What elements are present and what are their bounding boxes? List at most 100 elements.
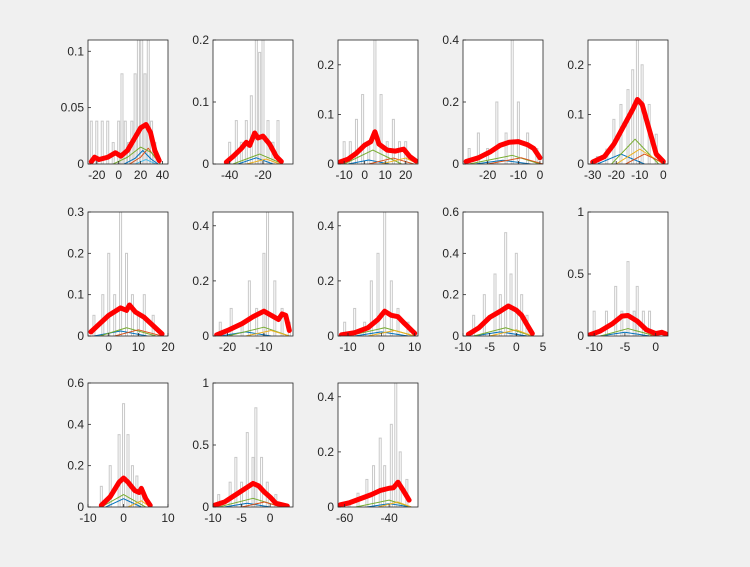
x-tick-label: 10 (132, 340, 146, 354)
histogram-bar (631, 69, 635, 164)
y-tick-label: 0.2 (317, 58, 334, 72)
histogram-bar (122, 403, 126, 507)
histogram-bar (504, 232, 508, 336)
y-tick-label: 0 (202, 157, 209, 171)
y-tick-label: 1 (577, 205, 584, 219)
y-tick-label: 0.4 (442, 246, 459, 260)
y-tick-label: 0.2 (67, 459, 84, 473)
histogram-bar (389, 280, 393, 336)
histogram-bar (239, 141, 243, 164)
histogram-bar (383, 212, 387, 336)
histogram-bar (620, 310, 624, 336)
axes-background (213, 40, 293, 164)
x-tick-label: 0 (361, 168, 368, 182)
axes-background (463, 212, 543, 336)
subplot-8: -10 0 10 0 0.2 0.4 (317, 211, 422, 354)
histogram-bar (648, 310, 652, 336)
x-tick-label: -20 (479, 168, 497, 182)
density-curve (223, 130, 284, 164)
histogram-bar (495, 101, 499, 164)
histogram-bar (262, 252, 266, 336)
x-tick-label: 0 (537, 168, 544, 182)
component-curve (343, 149, 402, 164)
y-tick-label: 0.2 (317, 274, 334, 288)
component-curve (368, 157, 415, 164)
histogram-bar (626, 261, 630, 336)
histogram-bar (280, 307, 284, 336)
y-tick-label: 0.2 (442, 288, 459, 302)
component-curve (377, 501, 412, 507)
x-tick-label: 0 (120, 511, 127, 525)
x-tick-label: 0 (660, 168, 667, 182)
y-tick-label: 0.4 (442, 33, 459, 47)
density-curve (588, 313, 668, 336)
axes-frame (462, 211, 544, 337)
axes-background (213, 383, 293, 507)
y-tick-label: 0 (77, 329, 84, 343)
histogram-bar (353, 307, 357, 336)
x-tick-label: -10 (454, 340, 472, 354)
y-tick-label: 0.1 (67, 288, 84, 302)
density-curve (463, 139, 543, 164)
component-curve (246, 158, 280, 164)
histogram-bar (493, 273, 497, 336)
histogram-bar (373, 40, 377, 164)
x-tick-label: -10 (79, 511, 97, 525)
subplot-4: -20 -10 0 0 0.2 0.4 (442, 33, 543, 182)
histogram-bar (218, 321, 222, 336)
y-tick-label: 0 (202, 500, 209, 514)
histogram-bar (398, 451, 402, 507)
subplot-7: -20 -10 0 0.2 0.4 (192, 211, 294, 354)
component-curve (237, 157, 274, 164)
component-curve (114, 329, 163, 336)
y-tick-label: 0 (577, 329, 584, 343)
histogram-bar (240, 481, 244, 507)
x-tick-label: -10 (255, 340, 273, 354)
component-curve (487, 157, 543, 164)
histogram-bar (276, 120, 280, 164)
histogram-bar (361, 94, 365, 164)
histogram-bar (504, 132, 508, 164)
y-tick-label: 0.05 (61, 101, 85, 115)
histogram-bar (273, 280, 277, 336)
y-tick-label: 0 (77, 157, 84, 171)
histogram-bar (125, 252, 129, 336)
x-tick-label: -10 (335, 168, 353, 182)
histogram-bar (516, 101, 520, 164)
x-tick-label: 20 (134, 168, 148, 182)
component-curve (469, 154, 541, 164)
x-tick-label: 10 (378, 168, 392, 182)
histogram-bar (258, 51, 262, 164)
component-curve (473, 327, 533, 336)
density-curve (338, 479, 412, 507)
histogram-bar (130, 294, 134, 336)
y-tick-label: 0.2 (192, 33, 209, 47)
histogram-bar (136, 40, 140, 164)
y-tick-label: 0 (452, 157, 459, 171)
x-tick-label: 5 (540, 340, 547, 354)
x-tick-label: -5 (484, 340, 495, 354)
x-tick-label: 40 (156, 168, 170, 182)
histogram-bar (514, 252, 518, 336)
x-tick-label: -5 (620, 340, 631, 354)
x-tick-label: -10 (204, 511, 222, 525)
histogram-bar (100, 120, 104, 164)
x-tick-label: -20 (608, 168, 626, 182)
y-tick-label: 0 (202, 329, 209, 343)
histogram-bar (140, 40, 144, 164)
histogram-bar (498, 294, 502, 336)
histogram-bar (108, 465, 112, 507)
histogram-bar (592, 310, 596, 336)
histogram-bar (510, 40, 514, 164)
histogram-bar (396, 307, 400, 336)
y-tick-label: 0 (452, 329, 459, 343)
histogram-bar (117, 120, 121, 164)
histogram-bar (126, 434, 130, 507)
y-tick-label: 0.1 (567, 107, 584, 121)
y-tick-label: 0.2 (67, 246, 84, 260)
histogram-bar (255, 307, 259, 336)
histogram-bar (266, 212, 270, 336)
